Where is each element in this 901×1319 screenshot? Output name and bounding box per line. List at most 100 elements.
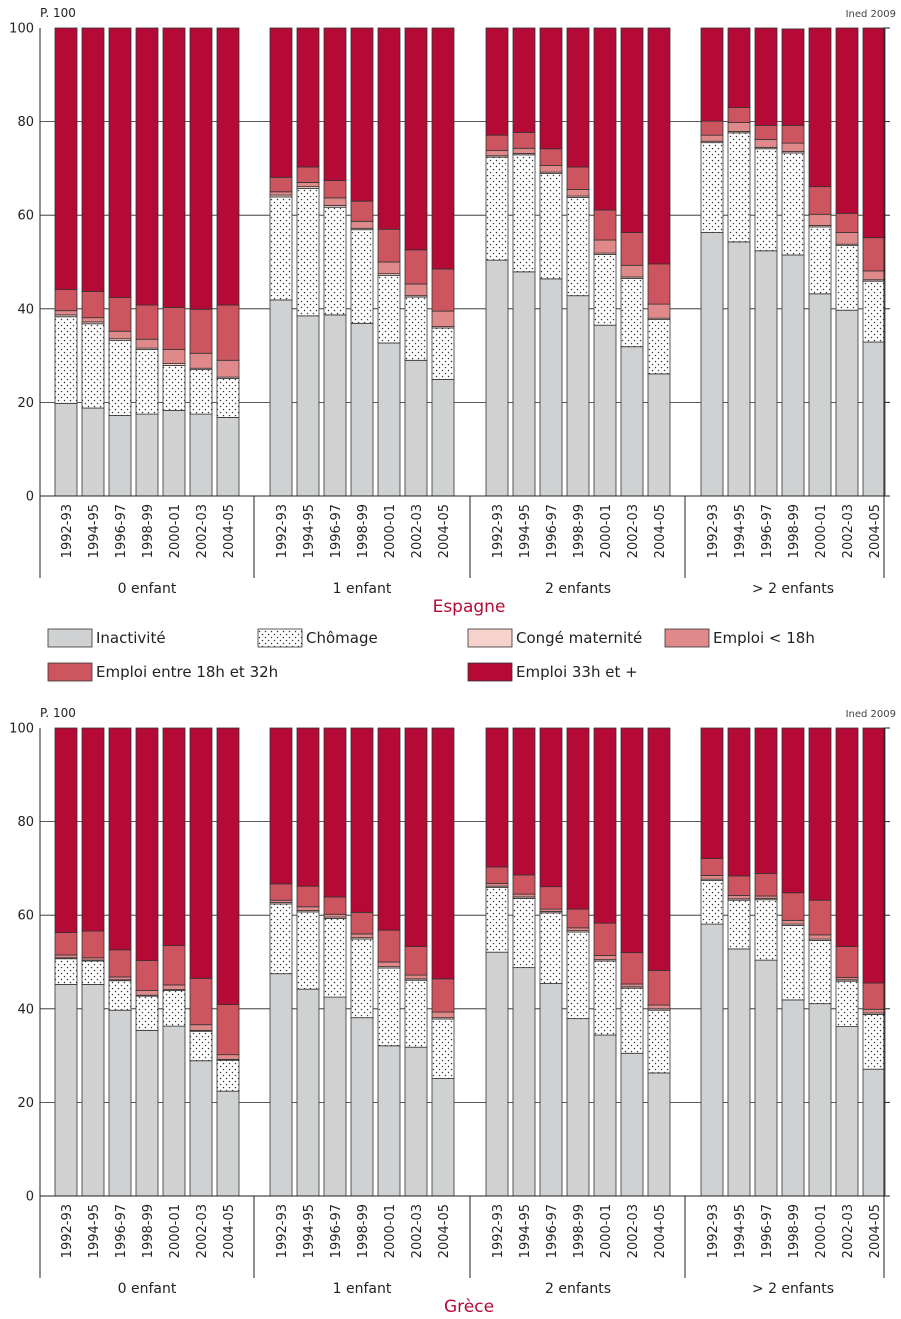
bar-segment-ch-mage <box>539 912 563 984</box>
x-tick-label: 2000-01 <box>383 1204 398 1258</box>
bar-segment-ch-mage <box>377 967 401 1047</box>
bar-segment-emploi-33h-et <box>485 27 509 136</box>
legend-label: Congé maternité <box>516 629 642 647</box>
chart-title: Grèce <box>444 1297 494 1317</box>
bar-segment-emploi-33h-et <box>700 727 724 859</box>
group-labels: 0 enfant 1 enfant 2 enfants > 2 enfants <box>118 1281 834 1297</box>
bar-segment-emploi-33h-et <box>620 727 644 954</box>
bar-segment-emploi-33h-et <box>431 727 455 980</box>
x-tick-label: 1998-99 <box>572 504 587 558</box>
x-tick-label: 2000-01 <box>168 504 183 558</box>
y-tick-label: 60 <box>17 209 34 224</box>
bar-segment-emploi-33h-et <box>620 27 644 233</box>
bar-segment-emploi-18h <box>54 310 78 316</box>
bar-segment-emploi-18h <box>323 913 347 918</box>
bar-segment-emploi-18h <box>835 232 859 245</box>
bar-1-enfant-2002-03 <box>404 727 428 1197</box>
bar-segment-inactivit <box>754 959 778 1197</box>
group-label-1-enfant: 1 enfant <box>333 581 392 597</box>
bar-segment-inactivit <box>377 1045 401 1197</box>
bar-segment-emploi-entre-18h-et-32h <box>323 896 347 915</box>
bar-segment-emploi-18h <box>323 197 347 206</box>
x-tick-label: 1996-97 <box>329 504 344 558</box>
bar-2-enfants-1996-97 <box>754 727 778 1197</box>
bar-segment-ch-mage <box>81 960 105 985</box>
bar-segment-ch-mage <box>269 196 293 301</box>
bar-segment-ch-mage <box>647 1009 671 1074</box>
bar-segment-emploi-18h <box>377 261 401 275</box>
bar-segment-ch-mage <box>620 277 644 348</box>
bar-segment-ch-mage <box>512 897 536 969</box>
bar-2-enfants-1998-99 <box>566 727 590 1197</box>
x-tick-label: 2002-03 <box>841 504 856 558</box>
x-tick-label: 2004-05 <box>653 1204 668 1258</box>
bar-segment-emploi-entre-18h-et-32h <box>647 970 671 1006</box>
bar-segment-inactivit <box>108 1009 132 1197</box>
legend-label: Emploi entre 18h et 32h <box>96 663 278 681</box>
bar-segment-emploi-33h-et <box>189 27 213 310</box>
bar-2-enfants-1998-99 <box>781 727 805 1197</box>
bar-segment-emploi-33h-et <box>727 27 751 108</box>
bar-segment-inactivit <box>808 293 832 497</box>
bar-segment-ch-mage <box>808 940 832 1005</box>
bar-segment-emploi-33h-et <box>81 727 105 932</box>
bar-segment-emploi-entre-18h-et-32h <box>808 186 832 215</box>
bar-segment-emploi-33h-et <box>162 727 186 947</box>
x-tick-label: 1996-97 <box>114 1204 129 1258</box>
x-tick-label: 1994-95 <box>518 504 533 558</box>
bar-segment-emploi-entre-18h-et-32h <box>377 228 401 263</box>
bar-2-enfants-2004-05 <box>862 27 886 497</box>
bar-segment-emploi-entre-18h-et-32h <box>593 209 617 241</box>
bar-segment-emploi-entre-18h-et-32h <box>108 949 132 978</box>
bar-segment-inactivit <box>835 1026 859 1197</box>
bar-2-enfants-1992-93 <box>700 27 724 497</box>
bar-segment-inactivit <box>647 1072 671 1197</box>
bar-segment-inactivit <box>754 250 778 497</box>
bar-2-enfants-2004-05 <box>862 727 886 1197</box>
bar-segment-inactivit <box>862 341 886 497</box>
bar-segment-emploi-33h-et <box>539 727 563 888</box>
bar-segment-emploi-entre-18h-et-32h <box>216 304 240 361</box>
bar-segment-emploi-entre-18h-et-32h <box>404 249 428 285</box>
bar-segment-inactivit <box>81 984 105 1197</box>
bar-2-enfants-2002-03 <box>835 727 859 1197</box>
bar-segment-emploi-entre-18h-et-32h <box>431 268 455 312</box>
bar-segment-inactivit <box>269 973 293 1197</box>
bar-area <box>54 27 886 497</box>
bar-segment-ch-mage <box>323 206 347 316</box>
bar-1-enfant-1998-99 <box>350 727 374 1197</box>
bar-segment-inactivit <box>162 409 186 497</box>
bar-segment-emploi-33h-et <box>835 727 859 947</box>
legend-swatch <box>467 662 513 682</box>
bar-2-enfants-2000-01 <box>593 727 617 1197</box>
bar-segment-ch-mage <box>135 349 159 415</box>
bar-segment-inactivit <box>431 1078 455 1197</box>
bar-segment-emploi-entre-18h-et-32h <box>862 982 886 1010</box>
bar-segment-emploi-18h <box>512 893 536 898</box>
bar-segment-emploi-entre-18h-et-32h <box>162 945 186 986</box>
bar-segment-inactivit <box>404 359 428 497</box>
bar-segment-ch-mage <box>512 154 536 273</box>
bar-segment-emploi-18h <box>81 317 105 323</box>
bar-segment-ch-mage <box>485 156 509 261</box>
bar-segment-ch-mage <box>296 188 320 317</box>
bar-segment-emploi-18h <box>350 220 374 229</box>
axes <box>39 27 890 578</box>
x-tick-label: 1996-97 <box>760 1204 775 1258</box>
bar-segment-emploi-33h-et <box>754 27 778 126</box>
x-tick-label: 2002-03 <box>626 1204 641 1258</box>
legend-label: Inactivité <box>96 629 166 647</box>
bar-segment-emploi-entre-18h-et-32h <box>269 883 293 901</box>
bar-segment-inactivit <box>835 309 859 497</box>
x-tick-label: 1998-99 <box>356 1204 371 1258</box>
bar-segment-emploi-33h-et <box>647 727 671 971</box>
bar-segment-emploi-33h-et <box>593 27 617 211</box>
legend-label: Chômage <box>306 629 378 647</box>
bar-segment-emploi-18h <box>404 283 428 297</box>
bar-segment-inactivit <box>216 416 240 497</box>
x-tick-label: 1994-95 <box>733 1204 748 1258</box>
x-tick-label: 1994-95 <box>87 1204 102 1258</box>
x-tick-label: 2004-05 <box>222 504 237 558</box>
legend-swatch <box>257 628 303 648</box>
bar-segment-emploi-33h-et <box>404 27 428 251</box>
